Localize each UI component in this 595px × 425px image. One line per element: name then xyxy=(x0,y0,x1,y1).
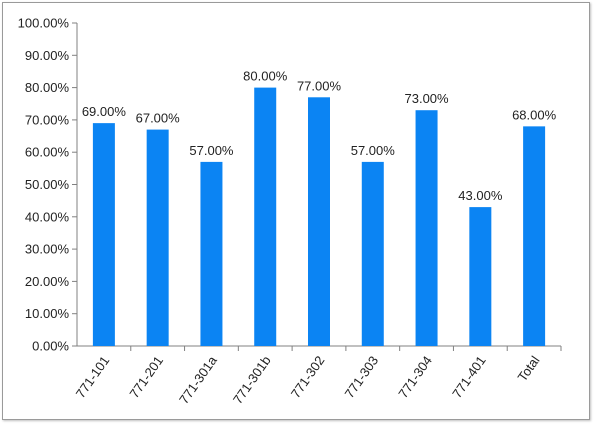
x-tick-label: 771-304 xyxy=(395,353,435,401)
data-label: 67.00% xyxy=(136,111,181,126)
x-tick-label: 771-302 xyxy=(288,353,328,401)
bar-chart: 0.00% 10.00% 20.00% 30.00% 40.00% 50.00% 60.00… xyxy=(18,16,562,407)
bar xyxy=(200,161,223,346)
y-tick-label: 100.00% xyxy=(18,16,70,31)
data-label: 73.00% xyxy=(405,91,450,106)
bar xyxy=(523,126,546,346)
y-tick-label: 80.00% xyxy=(25,80,70,95)
x-tick-label: Total xyxy=(515,353,543,384)
data-label: 43.00% xyxy=(458,188,503,203)
y-tick-label: 60.00% xyxy=(25,145,70,160)
data-label: 80.00% xyxy=(243,69,288,84)
chart-frame: 0.00% 10.00% 20.00% 30.00% 40.00% 50.00% 60.00… xyxy=(2,2,590,420)
data-label: 68.00% xyxy=(512,107,557,122)
y-tick-label: 70.00% xyxy=(25,112,70,127)
bar xyxy=(415,110,438,347)
x-tick-label: 771-201 xyxy=(126,353,166,401)
y-tick-label: 10.00% xyxy=(25,306,70,321)
x-tick-label: 771-401 xyxy=(449,353,489,401)
bar xyxy=(254,87,277,346)
bar xyxy=(146,129,169,346)
x-tick-label: 771-301b xyxy=(230,353,274,407)
x-tick-label: 771-301a xyxy=(176,352,220,406)
y-tick-label: 20.00% xyxy=(25,274,70,289)
data-label: 77.00% xyxy=(297,78,342,93)
data-label: 57.00% xyxy=(189,143,234,158)
data-label: 69.00% xyxy=(82,104,127,119)
bar xyxy=(469,207,492,346)
y-tick-label: 0.00% xyxy=(32,339,69,354)
y-tick-label: 90.00% xyxy=(25,48,70,63)
bar xyxy=(308,97,330,346)
x-tick-label: 771-101 xyxy=(73,353,113,401)
x-tick-label: 771-303 xyxy=(342,353,382,401)
y-tick-label: 50.00% xyxy=(25,177,70,192)
y-tick-label: 40.00% xyxy=(25,209,70,224)
bar xyxy=(92,123,115,346)
bars xyxy=(92,87,546,347)
data-label: 57.00% xyxy=(351,143,396,158)
y-tick-label: 30.00% xyxy=(25,242,70,257)
bar xyxy=(361,161,384,346)
